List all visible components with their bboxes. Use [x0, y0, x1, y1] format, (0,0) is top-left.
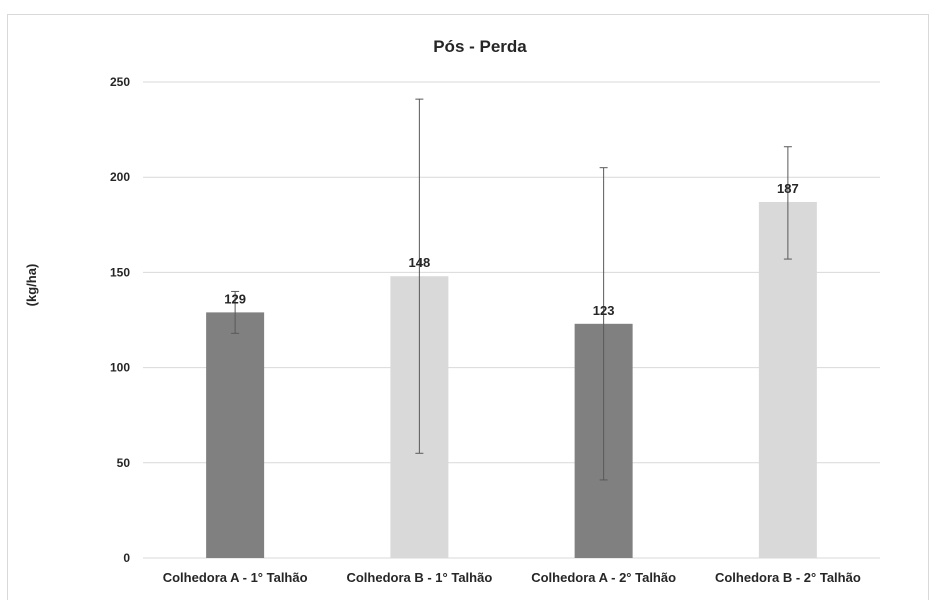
grid-lines: [143, 81, 880, 559]
bars: [206, 201, 817, 558]
data-label: 187: [777, 181, 799, 196]
x-tick-label: Colhedora A - 2° Talhão: [531, 570, 676, 585]
error-bars: [231, 98, 792, 481]
data-label: 148: [409, 255, 431, 270]
y-tick-label: 100: [110, 361, 130, 375]
x-tick-label: Colhedora B - 1° Talhão: [346, 570, 492, 585]
data-label: 129: [224, 291, 246, 306]
x-tick-label: Colhedora B - 2° Talhão: [715, 570, 861, 585]
chart-title: Pós - Perda: [433, 37, 527, 56]
y-tick-label: 150: [110, 265, 130, 279]
y-tick-label: 50: [117, 456, 131, 470]
x-axis-categories: Colhedora A - 1° Talhão Colhedora B - 1° …: [163, 570, 861, 585]
bar: [206, 312, 265, 558]
data-label: 123: [593, 303, 615, 318]
y-axis-label: (kg/ha): [24, 264, 39, 307]
x-tick-label: Colhedora A - 1° Talhão: [163, 570, 308, 585]
y-tick-label: 0: [123, 551, 130, 565]
chart-frame: [7, 14, 929, 600]
y-tick-label: 250: [110, 75, 130, 89]
data-labels: 129 148 123 187: [224, 181, 798, 318]
y-tick-label: 200: [110, 170, 130, 184]
bar: [758, 201, 817, 558]
y-axis-ticks: 0 50 100 150 200 250: [110, 75, 130, 565]
